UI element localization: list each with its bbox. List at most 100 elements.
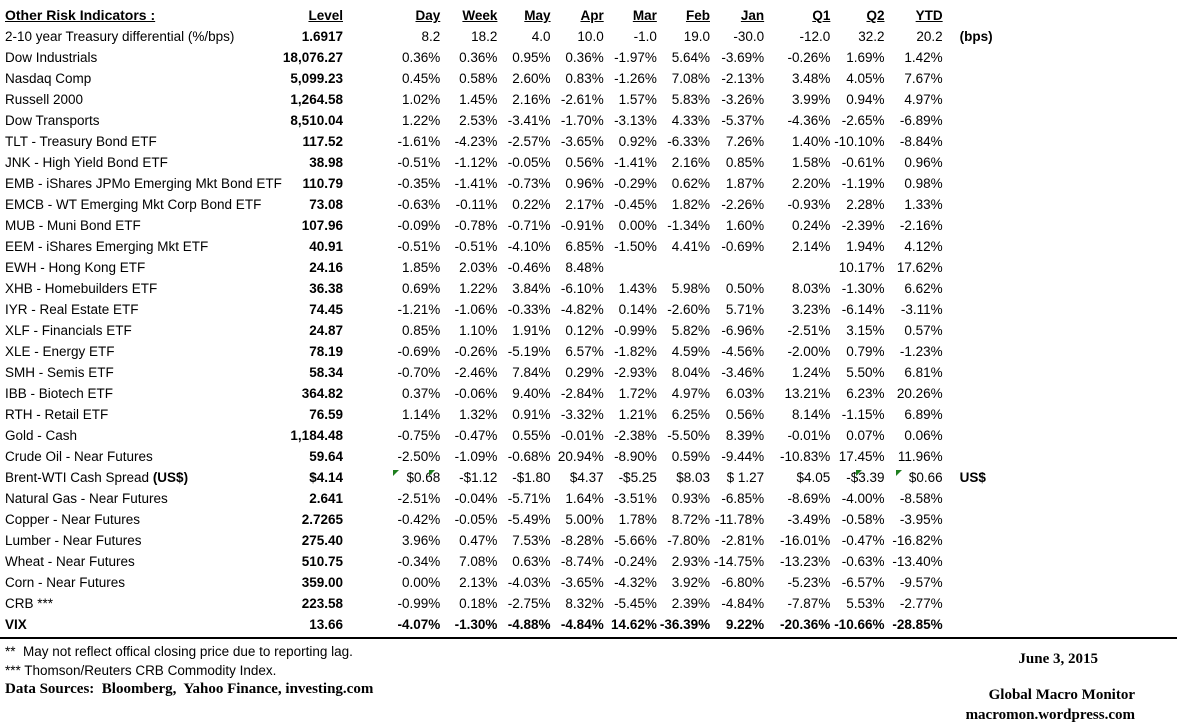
cell-q2: -0.47% bbox=[841, 533, 885, 548]
row-label: Natural Gas - Near Futures bbox=[5, 491, 168, 506]
cell-ytd: 6.89% bbox=[904, 407, 943, 422]
cell-may: -0.71% bbox=[507, 218, 551, 233]
cell-q2: -2.39% bbox=[841, 218, 885, 233]
cell-day: -4.07% bbox=[397, 617, 441, 632]
cell-level: 36.38 bbox=[309, 281, 343, 296]
cell-note bbox=[946, 488, 1030, 509]
cell-note bbox=[946, 341, 1030, 362]
cell-feb: 0.93% bbox=[671, 491, 710, 506]
cell-may: -4.88% bbox=[507, 617, 551, 632]
cell-note bbox=[946, 110, 1030, 131]
cell-apr: 0.36% bbox=[565, 50, 604, 65]
cell-apr: -2.84% bbox=[560, 386, 604, 401]
cell-may: 1.91% bbox=[512, 323, 551, 338]
cell-q1: -16.01% bbox=[780, 533, 831, 548]
cell-note bbox=[946, 131, 1030, 152]
table-row: XHB - Homebuilders ETF 36.38 0.69% 1.22% 3.8… bbox=[5, 278, 1030, 299]
cell-week: -0.51% bbox=[454, 239, 498, 254]
cell-level: 223.58 bbox=[301, 596, 343, 611]
cell-week: 1.45% bbox=[459, 92, 498, 107]
table-row: IYR - Real Estate ETF 74.45 -1.21% -1.06% -0… bbox=[5, 299, 1030, 320]
cell-q1: -12.0 bbox=[799, 29, 831, 44]
cell-note bbox=[946, 47, 1030, 68]
row-label: IYR - Real Estate ETF bbox=[5, 302, 139, 317]
cell-jan: 6.03% bbox=[725, 386, 765, 401]
cell-jan: 0.56% bbox=[725, 407, 765, 422]
cell-jan: -4.84% bbox=[721, 596, 765, 611]
row-label: Brent-WTI Cash Spread (US$) bbox=[5, 470, 189, 485]
table-row: EEM - iShares Emerging Mkt ETF 40.91 -0.51… bbox=[5, 236, 1030, 257]
cell-week: -0.06% bbox=[454, 386, 498, 401]
cell-q1 bbox=[767, 257, 833, 278]
cell-jan: 9.22% bbox=[725, 617, 765, 632]
table-row: Copper - Near Futures 2.7265 -0.42% -0.05% -… bbox=[5, 509, 1030, 530]
cell-day: -0.75% bbox=[397, 428, 441, 443]
cell-may: 7.84% bbox=[512, 365, 551, 380]
cell-apr: -3.65% bbox=[560, 134, 604, 149]
cell-q1: 8.14% bbox=[792, 407, 831, 422]
cell-level: 78.19 bbox=[309, 344, 343, 359]
cell-jan: -11.78% bbox=[714, 512, 765, 527]
cell-week: 7.08% bbox=[459, 554, 498, 569]
cell-ytd: 7.67% bbox=[904, 71, 943, 86]
cell-apr: 0.29% bbox=[565, 365, 604, 380]
cell-jan: -4.56% bbox=[721, 344, 765, 359]
row-label: EWH - Hong Kong ETF bbox=[5, 260, 146, 275]
cell-apr: 6.85% bbox=[565, 239, 604, 254]
cell-week: -4.23% bbox=[454, 134, 498, 149]
cell-jan: -0.69% bbox=[721, 239, 765, 254]
cell-level: 275.40 bbox=[301, 533, 343, 548]
cell-feb: 5.64% bbox=[671, 50, 710, 65]
cell-ytd: 11.96% bbox=[897, 449, 943, 464]
row-label: Lumber - Near Futures bbox=[5, 533, 142, 548]
cell-mar: -5.45% bbox=[614, 596, 657, 611]
row-label: MUB - Muni Bond ETF bbox=[5, 218, 141, 233]
cell-q1: -7.87% bbox=[787, 596, 831, 611]
cell-note bbox=[946, 152, 1030, 173]
cell-may: 0.95% bbox=[512, 50, 551, 65]
cell-may: 0.22% bbox=[512, 197, 551, 212]
cell-week: 1.22% bbox=[459, 281, 498, 296]
cell-apr: -0.01% bbox=[560, 428, 604, 443]
cell-jan: 8.39% bbox=[725, 428, 765, 443]
cell-day: -2.50% bbox=[397, 449, 441, 464]
cell-note bbox=[946, 404, 1030, 425]
bottom-rule bbox=[0, 637, 1177, 639]
cell-apr: 0.96% bbox=[565, 176, 604, 191]
cell-note bbox=[946, 614, 1030, 635]
cell-note bbox=[946, 89, 1030, 110]
cell-jan: -30.0 bbox=[733, 29, 765, 44]
table-row: Gold - Cash 1,184.48 -0.75% -0.47% 0.55% -0.0… bbox=[5, 425, 1030, 446]
cell-mar: 14.62% bbox=[611, 617, 657, 632]
cell-may: -0.33% bbox=[507, 302, 551, 317]
cell-mar: -3.13% bbox=[614, 113, 657, 128]
cell-apr: -3.65% bbox=[560, 575, 604, 590]
cell-note bbox=[946, 320, 1030, 341]
cell-mar: -1.50% bbox=[614, 239, 657, 254]
cell-level: 58.34 bbox=[309, 365, 343, 380]
cell-jan: 1.87% bbox=[725, 176, 765, 191]
cell-may: -4.03% bbox=[507, 575, 551, 590]
table-row: CRB *** 223.58 -0.99% 0.18% -2.75% 8.32% -5.45… bbox=[5, 593, 1030, 614]
cell-jan: -2.26% bbox=[721, 197, 765, 212]
cell-q1: 2.20% bbox=[792, 176, 831, 191]
cell-jan: -5.37% bbox=[721, 113, 765, 128]
data-sources: Data Sources: Bloomberg, Yahoo Finance, … bbox=[5, 681, 374, 697]
cell-mar: 1.72% bbox=[618, 386, 657, 401]
cell-week: -1.06% bbox=[454, 302, 498, 317]
cell-feb: 2.39% bbox=[671, 596, 710, 611]
cell-week: -$1.12 bbox=[429, 467, 500, 488]
cell-may: 2.16% bbox=[512, 92, 551, 107]
row-label: Gold - Cash bbox=[5, 428, 78, 443]
col-header-level: Level bbox=[308, 8, 343, 23]
cell-apr: 20.94% bbox=[557, 449, 604, 464]
cell-note bbox=[946, 551, 1030, 572]
cell-q2: 2.28% bbox=[846, 197, 885, 212]
col-header-feb: Feb bbox=[685, 8, 710, 23]
cell-apr: 5.00% bbox=[565, 512, 604, 527]
table-row: Dow Industrials 18,076.27 0.36% 0.36% 0.95% 0… bbox=[5, 47, 1030, 68]
cell-note: US$ bbox=[959, 470, 986, 485]
cell-mar: 1.57% bbox=[618, 92, 657, 107]
cell-q2: -0.58% bbox=[841, 512, 885, 527]
cell-feb bbox=[660, 257, 713, 278]
